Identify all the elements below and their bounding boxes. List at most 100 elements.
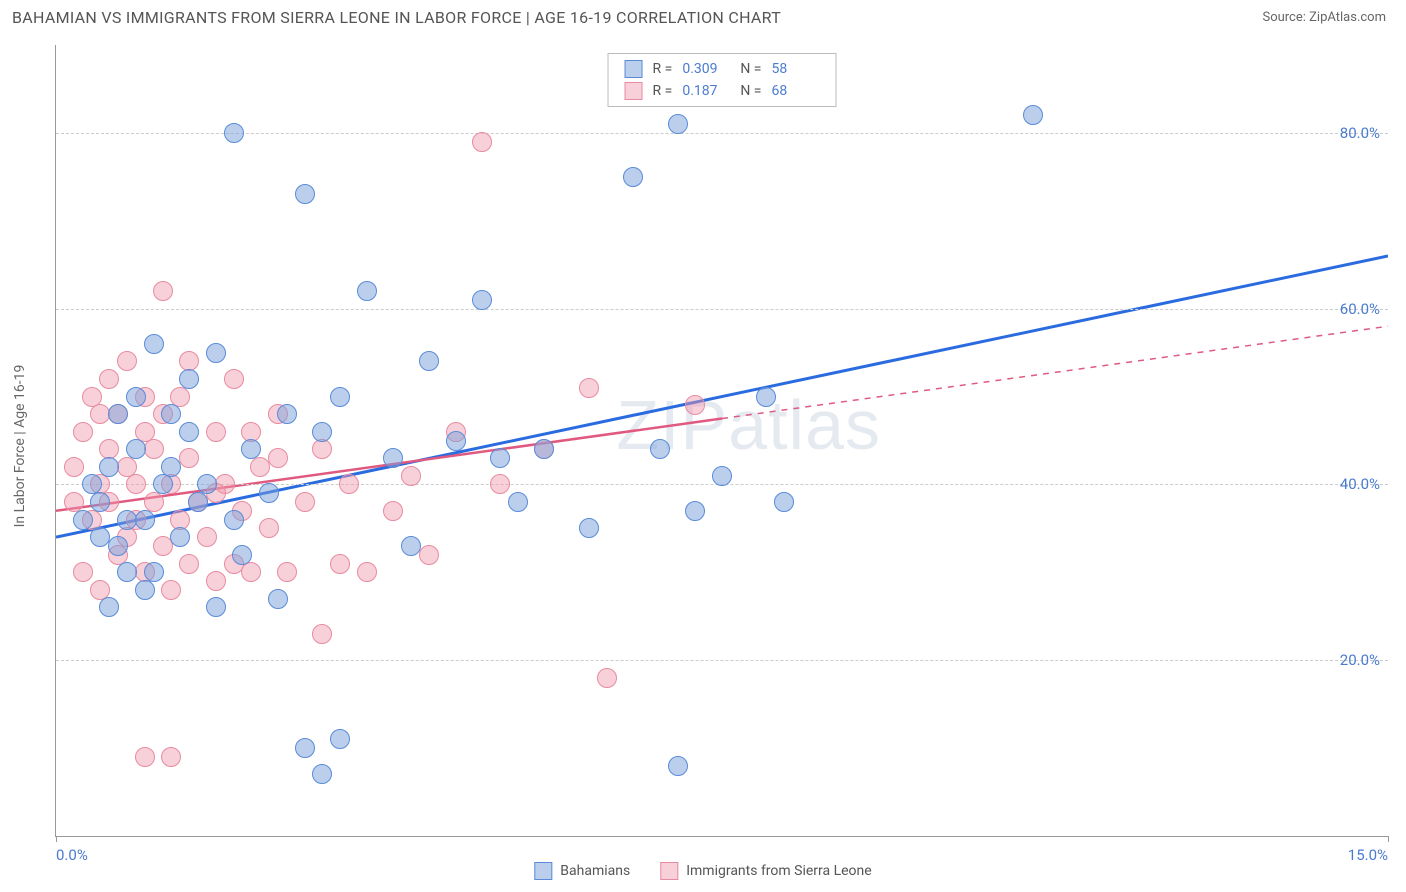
data-point — [153, 281, 173, 301]
data-point — [295, 738, 315, 758]
data-point — [472, 132, 492, 152]
legend-series-label: Immigrants from Sierra Leone — [686, 863, 871, 879]
data-point — [73, 422, 93, 442]
legend-stat-row: R =0.309N =58 — [621, 58, 824, 80]
data-point — [312, 439, 332, 459]
data-point — [73, 510, 93, 530]
data-point — [135, 580, 155, 600]
data-point — [126, 387, 146, 407]
data-point — [756, 387, 776, 407]
data-point — [277, 562, 297, 582]
data-point — [99, 457, 119, 477]
data-point — [232, 545, 252, 565]
data-point — [774, 492, 794, 512]
data-point — [579, 518, 599, 538]
data-point — [401, 466, 421, 486]
r-value: 0.309 — [682, 61, 730, 77]
xtick-label: 0.0% — [56, 846, 88, 864]
data-point — [241, 562, 261, 582]
ytick-label: 20.0% — [1340, 651, 1380, 669]
data-point — [179, 554, 199, 574]
data-point — [339, 474, 359, 494]
data-point — [312, 624, 332, 644]
data-point — [268, 589, 288, 609]
data-point — [268, 448, 288, 468]
data-point — [383, 448, 403, 468]
gridline — [56, 309, 1388, 310]
data-point — [259, 483, 279, 503]
data-point — [330, 729, 350, 749]
data-point — [206, 422, 226, 442]
data-point — [490, 448, 510, 468]
data-point — [472, 290, 492, 310]
chart-header: BAHAMIAN VS IMMIGRANTS FROM SIERRA LEONE… — [0, 0, 1406, 33]
ytick-label: 60.0% — [1340, 300, 1380, 318]
data-point — [206, 571, 226, 591]
data-point — [490, 474, 510, 494]
legend-swatch — [660, 862, 678, 880]
ytick-label: 80.0% — [1340, 124, 1380, 142]
data-point — [277, 404, 297, 424]
data-point — [179, 369, 199, 389]
data-point — [135, 747, 155, 767]
data-point — [99, 597, 119, 617]
data-point — [144, 562, 164, 582]
data-point — [383, 501, 403, 521]
legend-swatch — [625, 82, 643, 100]
data-point — [357, 562, 377, 582]
data-point — [401, 536, 421, 556]
series-legend: Bahamians Immigrants from Sierra Leone — [534, 862, 871, 880]
legend-series-item: Immigrants from Sierra Leone — [660, 862, 871, 880]
data-point — [90, 492, 110, 512]
n-value: 58 — [771, 61, 819, 77]
data-point — [144, 334, 164, 354]
legend-stat-row: R =0.187N =68 — [621, 80, 824, 102]
data-point — [197, 527, 217, 547]
data-point — [312, 422, 332, 442]
data-point — [126, 474, 146, 494]
data-point — [99, 369, 119, 389]
data-point — [188, 492, 208, 512]
data-point — [197, 474, 217, 494]
data-point — [579, 378, 599, 398]
data-point — [330, 554, 350, 574]
r-label: R = — [653, 83, 673, 99]
data-point — [224, 123, 244, 143]
data-point — [64, 457, 84, 477]
n-label: N = — [740, 61, 761, 77]
data-point — [259, 518, 279, 538]
data-point — [206, 597, 226, 617]
xtick-label: 15.0% — [1348, 846, 1388, 864]
gridline — [56, 133, 1388, 134]
data-point — [508, 492, 528, 512]
data-point — [312, 764, 332, 784]
data-point — [161, 747, 181, 767]
data-point — [685, 395, 705, 415]
data-point — [446, 431, 466, 451]
gridline — [56, 660, 1388, 661]
data-point — [144, 439, 164, 459]
data-point — [153, 474, 173, 494]
data-point — [117, 351, 137, 371]
data-point — [224, 369, 244, 389]
data-point — [224, 510, 244, 530]
legend-swatch — [625, 60, 643, 78]
data-point — [419, 351, 439, 371]
n-value: 68 — [771, 83, 819, 99]
trendline-solid — [56, 256, 1388, 537]
data-point — [623, 167, 643, 187]
data-point — [161, 404, 181, 424]
ytick-label: 40.0% — [1340, 475, 1380, 493]
data-point — [534, 439, 554, 459]
data-point — [295, 184, 315, 204]
legend-series-item: Bahamians — [534, 862, 630, 880]
chart-source: Source: ZipAtlas.com — [1262, 10, 1386, 25]
data-point — [179, 448, 199, 468]
legend-series-label: Bahamians — [560, 863, 630, 879]
data-point — [419, 545, 439, 565]
data-point — [295, 492, 315, 512]
data-point — [73, 562, 93, 582]
data-point — [650, 439, 670, 459]
y-axis-label: In Labor Force | Age 16-19 — [12, 365, 28, 528]
data-point — [1023, 105, 1043, 125]
